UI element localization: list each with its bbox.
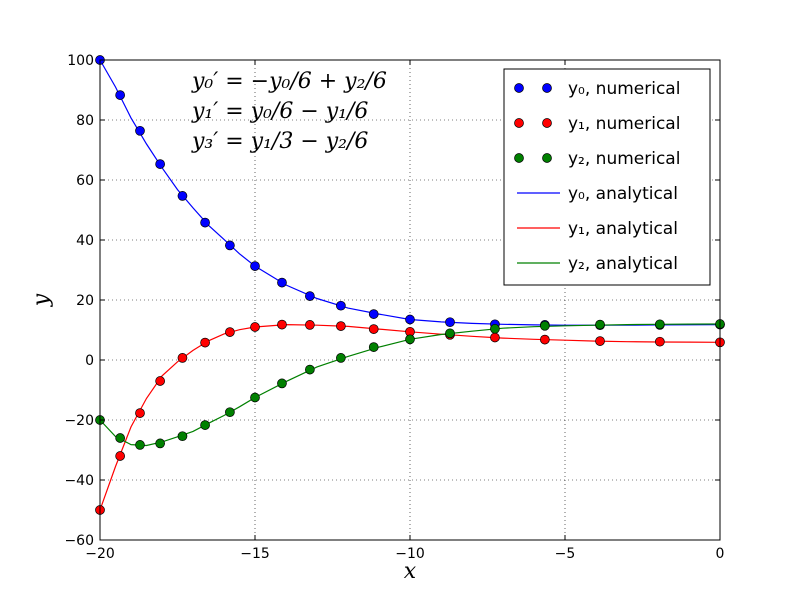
data-point-0 bbox=[277, 277, 287, 288]
data-point-2 bbox=[177, 431, 188, 442]
data-point-0 bbox=[200, 217, 210, 228]
data-point-2 bbox=[277, 378, 287, 389]
data-point-2 bbox=[595, 319, 605, 330]
data-point-2 bbox=[655, 319, 665, 330]
data-point-1 bbox=[595, 336, 605, 346]
data-point-2 bbox=[336, 353, 346, 363]
x-tick-label: −10 bbox=[395, 546, 425, 562]
data-point-1 bbox=[336, 321, 346, 331]
y-axis-label: y bbox=[29, 293, 54, 307]
x-tick-label: −5 bbox=[555, 546, 576, 562]
data-point-0 bbox=[445, 317, 455, 328]
data-point-2 bbox=[405, 334, 415, 345]
analytical-lines bbox=[99, 59, 721, 511]
series-line-4 bbox=[99, 323, 721, 511]
data-point-1 bbox=[490, 332, 500, 343]
data-point-0 bbox=[225, 240, 235, 251]
y-tick-label: 100 bbox=[67, 53, 94, 69]
data-point-1 bbox=[115, 451, 126, 461]
legend-swatch-marker bbox=[542, 83, 552, 93]
legend-entry-label: y₁, analytical bbox=[568, 219, 678, 239]
y-tick-label: 80 bbox=[76, 113, 94, 129]
legend-entry-label: y₀, numerical bbox=[568, 79, 680, 99]
series-line-5 bbox=[99, 323, 721, 447]
data-point-2 bbox=[490, 323, 500, 334]
equation-text: y₃′ = y₁/3 − y₂/6 bbox=[191, 129, 368, 154]
data-point-0 bbox=[405, 314, 415, 325]
data-point-2 bbox=[135, 440, 145, 450]
y-tick-label: 0 bbox=[85, 353, 94, 369]
y-tick-label: −20 bbox=[64, 413, 94, 429]
data-point-0 bbox=[305, 291, 315, 301]
data-point-0 bbox=[336, 300, 346, 311]
y-tick-label: −40 bbox=[64, 473, 94, 489]
legend-entry-label: y₁, numerical bbox=[568, 114, 680, 134]
x-tick-label: −20 bbox=[85, 546, 115, 562]
data-point-0 bbox=[135, 125, 145, 136]
equations: y₀′ = −y₀/6 + y₂/6 y₁′ = y₀/6 − y₁/6 y₃′ =… bbox=[191, 69, 387, 154]
equation-text: y₁′ = y₀/6 − y₁/6 bbox=[191, 99, 368, 124]
data-point-2 bbox=[250, 392, 260, 403]
data-point-1 bbox=[155, 376, 165, 386]
legend-entry-label: y₂, numerical bbox=[568, 149, 680, 169]
data-point-0 bbox=[177, 191, 188, 201]
legend-swatch-marker bbox=[542, 153, 552, 163]
legend-entry-label: y₀, analytical bbox=[568, 184, 678, 204]
data-point-0 bbox=[155, 159, 165, 169]
data-point-1 bbox=[177, 353, 188, 363]
x-tick-label: −15 bbox=[240, 546, 270, 562]
data-point-1 bbox=[277, 319, 287, 330]
y-tick-label: 60 bbox=[76, 173, 94, 189]
x-axis-label: x bbox=[404, 559, 417, 584]
data-point-2 bbox=[368, 342, 379, 352]
ticks: −20 −15 −10 −5 0 −60 −40 −20 0 20 40 60 80 100 bbox=[64, 53, 724, 562]
data-point-2 bbox=[445, 328, 455, 339]
data-point-2 bbox=[155, 438, 165, 449]
data-point-1 bbox=[368, 324, 379, 334]
legend-swatch-marker bbox=[514, 83, 524, 93]
data-point-2 bbox=[225, 407, 235, 418]
y-tick-label: 20 bbox=[76, 293, 94, 309]
data-point-0 bbox=[115, 90, 126, 100]
data-point-2 bbox=[305, 364, 315, 375]
data-point-2 bbox=[200, 420, 210, 430]
legend-swatch-marker bbox=[514, 153, 524, 163]
data-point-0 bbox=[250, 261, 260, 271]
x-tick-label: 0 bbox=[716, 546, 725, 562]
data-point-2 bbox=[539, 320, 550, 331]
data-point-1 bbox=[539, 334, 550, 345]
legend: y₀, numerical y₁, numerical y₂, numerical y… bbox=[503, 68, 711, 286]
numerical-markers bbox=[95, 55, 725, 515]
data-point-0 bbox=[368, 309, 379, 319]
equation-text: y₀′ = −y₀/6 + y₂/6 bbox=[191, 69, 387, 94]
data-point-1 bbox=[225, 327, 235, 337]
legend-entry-label: y₂, analytical bbox=[568, 254, 678, 274]
data-point-1 bbox=[655, 336, 665, 347]
data-point-2 bbox=[115, 433, 126, 443]
legend-swatch-marker bbox=[542, 118, 552, 128]
data-point-1 bbox=[135, 408, 145, 418]
data-point-1 bbox=[305, 320, 315, 330]
y-tick-label: 40 bbox=[76, 233, 94, 249]
legend-box bbox=[503, 68, 711, 286]
data-point-1 bbox=[200, 337, 210, 348]
data-point-1 bbox=[250, 322, 260, 332]
y-tick-label: −60 bbox=[64, 533, 94, 549]
legend-swatch-marker bbox=[514, 118, 524, 128]
